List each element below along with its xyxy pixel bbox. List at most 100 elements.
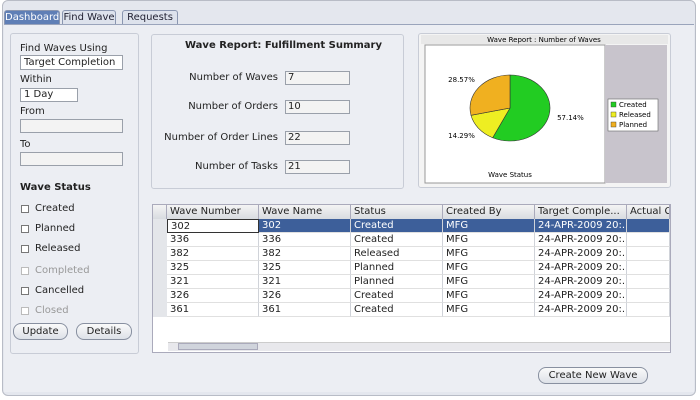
checkbox-label: Created xyxy=(35,203,75,214)
tab[interactable]: Dashboard xyxy=(4,10,60,24)
table-cell[interactable]: MFG xyxy=(443,261,535,275)
checkbox[interactable] xyxy=(21,225,29,233)
table-cell[interactable]: Created xyxy=(351,303,443,317)
row-indicator[interactable] xyxy=(153,219,167,233)
text-input[interactable] xyxy=(20,152,123,166)
column-header[interactable]: Target Comple... xyxy=(535,205,627,219)
checkbox[interactable] xyxy=(21,205,29,213)
table-cell[interactable]: 302 xyxy=(259,219,351,233)
row-indicator[interactable] xyxy=(153,275,167,289)
checkbox xyxy=(21,307,29,315)
table-cell[interactable]: 24-APR-2009 20:... xyxy=(535,233,627,247)
select[interactable]: 1 Day xyxy=(20,88,78,102)
table-cell[interactable]: 382 xyxy=(167,247,259,261)
row-indicator[interactable] xyxy=(153,233,167,247)
label: Find Waves Using xyxy=(20,43,108,54)
table-cell[interactable]: 326 xyxy=(259,289,351,303)
table-cell[interactable] xyxy=(627,247,670,261)
summary-value: 21 xyxy=(285,160,350,174)
table-cell[interactable] xyxy=(627,289,670,303)
table-cell[interactable]: Created xyxy=(351,233,443,247)
row-indicator[interactable] xyxy=(153,261,167,275)
search-panel xyxy=(10,33,139,354)
column-header[interactable]: Wave Number xyxy=(167,205,259,219)
summary-label: Number of Orders xyxy=(188,101,278,112)
summary-value: 22 xyxy=(285,131,350,145)
chart-title-bar xyxy=(421,35,668,44)
table-cell[interactable] xyxy=(627,233,670,247)
summary-label: Number of Order Lines xyxy=(164,132,278,143)
legend-swatch xyxy=(610,121,617,128)
table-cell[interactable]: 321 xyxy=(259,275,351,289)
table-cell[interactable]: 24-APR-2009 20:... xyxy=(535,247,627,261)
table-cell[interactable]: 24-APR-2009 20:... xyxy=(535,275,627,289)
button[interactable]: Update xyxy=(13,323,68,340)
scrollbar[interactable] xyxy=(168,342,670,351)
column-header[interactable]: Actual C xyxy=(627,205,670,219)
legend-swatch xyxy=(610,111,617,118)
row-indicator[interactable] xyxy=(153,247,167,261)
text-input[interactable] xyxy=(20,119,123,133)
table-cell[interactable]: MFG xyxy=(443,275,535,289)
table-cell[interactable]: 326 xyxy=(167,289,259,303)
checkbox[interactable] xyxy=(21,287,29,295)
table-cell[interactable]: Created xyxy=(351,289,443,303)
summary-value: 7 xyxy=(285,71,350,85)
legend-label: Released xyxy=(619,111,651,119)
table-cell[interactable]: Planned xyxy=(351,261,443,275)
summary-label: Number of Tasks xyxy=(195,161,278,172)
pie-slice xyxy=(492,74,551,142)
table-cell[interactable]: 336 xyxy=(259,233,351,247)
pie-value-label: 57.14% xyxy=(557,114,584,122)
chart-title: Wave Report : Number of Waves xyxy=(487,36,601,44)
label: From xyxy=(20,106,45,117)
table-cell[interactable]: Released xyxy=(351,247,443,261)
table-cell[interactable] xyxy=(627,261,670,275)
table-cell[interactable] xyxy=(627,219,670,233)
table-cell[interactable]: MFG xyxy=(443,289,535,303)
button[interactable]: Create New Wave xyxy=(538,367,648,384)
section-title: Wave Status xyxy=(20,182,91,193)
pie-slice xyxy=(469,74,511,116)
checkbox[interactable] xyxy=(21,245,29,253)
column-header[interactable]: Status xyxy=(351,205,443,219)
select[interactable]: Target Completion xyxy=(20,55,123,70)
checkbox-label: Completed xyxy=(35,265,90,276)
table-cell[interactable]: MFG xyxy=(443,303,535,317)
table-cell[interactable]: 325 xyxy=(259,261,351,275)
table-cell[interactable]: MFG xyxy=(443,247,535,261)
table-cell[interactable]: MFG xyxy=(443,219,535,233)
table-cell[interactable] xyxy=(627,303,670,317)
tab[interactable]: Requests xyxy=(122,10,178,24)
table-cell[interactable]: 336 xyxy=(167,233,259,247)
tab[interactable]: Find Wave xyxy=(62,10,116,24)
table-cell[interactable]: 361 xyxy=(259,303,351,317)
table-cell[interactable]: 321 xyxy=(167,275,259,289)
row-indicator[interactable] xyxy=(153,303,167,317)
table-cell[interactable]: 302 xyxy=(167,219,259,233)
table-cell[interactable]: Planned xyxy=(351,275,443,289)
button[interactable]: Details xyxy=(76,323,132,340)
table-cell[interactable] xyxy=(627,275,670,289)
x-axis-label: Wave Status xyxy=(488,171,532,179)
table-cell[interactable]: 382 xyxy=(259,247,351,261)
column-header[interactable]: Wave Name xyxy=(259,205,351,219)
pie-value-label: 28.57% xyxy=(448,76,475,84)
checkbox-label: Closed xyxy=(35,305,69,316)
table-cell[interactable]: 24-APR-2009 20:... xyxy=(535,303,627,317)
table-cell[interactable]: 325 xyxy=(167,261,259,275)
checkbox-label: Released xyxy=(35,243,81,254)
scroll-thumb[interactable] xyxy=(178,343,258,350)
table-cell[interactable]: 361 xyxy=(167,303,259,317)
row-indicator[interactable] xyxy=(153,289,167,303)
table-cell[interactable]: 24-APR-2009 20:... xyxy=(535,219,627,233)
table-cell[interactable]: MFG xyxy=(443,233,535,247)
table-cell[interactable]: 24-APR-2009 20:... xyxy=(535,289,627,303)
legend-swatch xyxy=(610,101,617,108)
table-cell[interactable]: 24-APR-2009 20:... xyxy=(535,261,627,275)
label: Within xyxy=(20,74,52,85)
table-cell[interactable]: Created xyxy=(351,219,443,233)
column-header[interactable]: Created By xyxy=(443,205,535,219)
pie-value-label: 14.29% xyxy=(448,132,475,140)
